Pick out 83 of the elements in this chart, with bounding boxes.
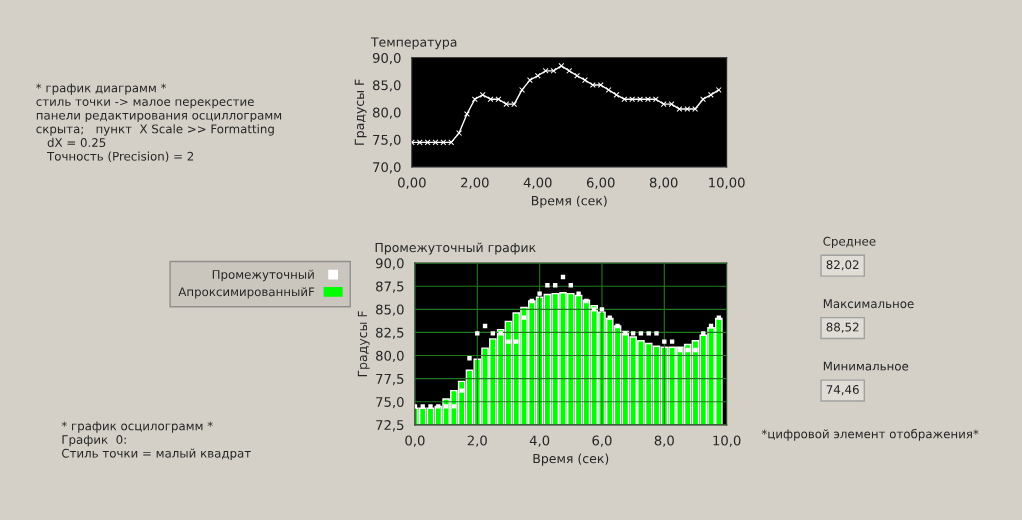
point (584, 298, 589, 304)
point (490, 331, 496, 336)
point (574, 72, 581, 79)
y-tick-label: 82,5 (376, 327, 404, 339)
text: 88,52 (826, 322, 859, 333)
x-tick-label: 0,0 (405, 435, 425, 447)
point (420, 404, 425, 409)
point (630, 331, 636, 336)
point (514, 339, 519, 344)
x-tick-label: 2,0 (467, 435, 487, 447)
point (693, 347, 698, 353)
y-axis-title: Градусы F (357, 311, 370, 377)
point (715, 86, 722, 93)
point (638, 331, 644, 336)
text: * график осцилограмм * График 0: Стиль точки = малый квадрат (61, 421, 251, 460)
point (545, 283, 550, 288)
point (605, 86, 612, 93)
point (716, 315, 722, 320)
point (607, 315, 612, 320)
y-tick-label: 70,0 (373, 162, 401, 174)
point (685, 347, 690, 353)
text: *цифровой элемент отображения* (761, 429, 979, 441)
point (471, 96, 478, 103)
x-tick-label: 6,0 (592, 435, 612, 447)
x-tick-label: 10,0 (713, 435, 741, 447)
text: 74,46 (826, 385, 859, 396)
point (591, 307, 597, 312)
text: 82,02 (826, 260, 859, 271)
x-tick-label: 8,0 (654, 435, 674, 447)
legend-label: Промежуточный (212, 269, 314, 282)
x-tick-label: 4,0 (529, 435, 550, 447)
text: Среднее (823, 236, 876, 249)
point (613, 91, 620, 98)
y-tick-label: 85,0 (376, 304, 404, 316)
text: Максимальное (823, 299, 914, 309)
y-tick-label: 90,0 (375, 258, 404, 270)
point (576, 291, 581, 296)
x-tick-label: 4,00 (523, 177, 552, 189)
x-tick-label: 6,00 (586, 177, 615, 189)
point (467, 356, 472, 361)
point (521, 315, 527, 320)
y-tick-label: 90,0 (372, 52, 401, 65)
point (599, 307, 605, 312)
y-tick-label: 72,5 (376, 420, 404, 432)
point (558, 62, 565, 69)
point (498, 331, 503, 336)
legend-label: АпроксимированныйF (178, 287, 315, 299)
y-tick-label: 75,0 (376, 396, 404, 409)
point (623, 331, 628, 336)
point (701, 331, 706, 336)
point (662, 339, 667, 344)
y-tick-label: 87,5 (376, 281, 404, 293)
x-axis-title: Время (сек) (533, 453, 609, 466)
y-tick-label: 75,0 (373, 134, 401, 147)
chart-title: Промежуточный график (375, 242, 536, 255)
x-tick-label: 8,00 (649, 177, 678, 189)
y-tick-label: 77,5 (376, 374, 404, 386)
y-axis-title: Градусы F (354, 79, 367, 145)
x-axis-title: Время (сек) (531, 195, 607, 208)
x-tick-label: 2,00 (461, 177, 489, 189)
y-tick-label: 85,0 (372, 80, 401, 92)
point (654, 331, 659, 336)
x-tick-label: 0,00 (398, 177, 426, 189)
point (479, 91, 486, 98)
point (451, 404, 457, 409)
point (506, 339, 511, 344)
point (475, 331, 480, 336)
point (669, 339, 675, 344)
y-tick-label: 80,0 (376, 350, 404, 363)
point (566, 67, 573, 74)
text: Минимальное (823, 361, 909, 371)
point (436, 404, 441, 409)
point (537, 291, 542, 296)
point (443, 404, 449, 409)
y-tick-label: 80,0 (372, 107, 401, 119)
x-tick-label: 10,00 (709, 177, 745, 189)
text: * график диаграмм * стиль точки -> малое перекрестие панели редактирования осциллограмм скрыта; пункт X Scale >> Formatting dX = 0.25 Точность (Precision) = 2 (36, 83, 282, 163)
point (646, 331, 651, 336)
point (534, 72, 541, 79)
point (615, 323, 620, 329)
point (428, 404, 433, 409)
chart-title: Температура (370, 37, 457, 50)
point (414, 404, 418, 409)
